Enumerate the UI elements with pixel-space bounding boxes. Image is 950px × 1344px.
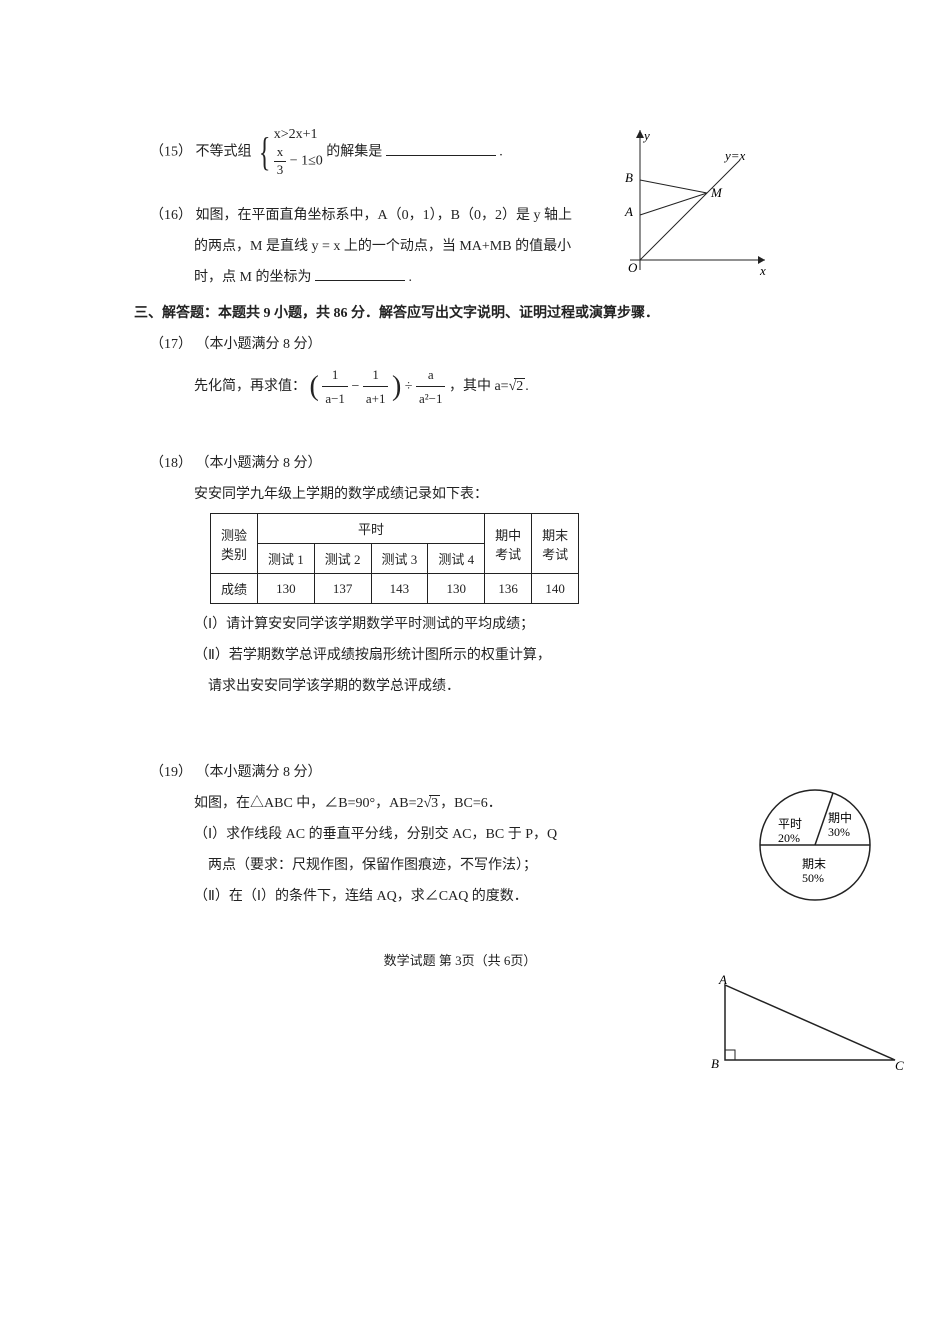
q19-p2: （Ⅱ）在（Ⅰ）的条件下，连结 AQ，求∠CAQ 的度数． [150, 884, 770, 909]
q18-number: （18） [150, 456, 192, 471]
q18-table: 测验类别 平时 期中考试 期末考试 测试 1 测试 2 测试 3 测试 4 成绩… [210, 513, 579, 604]
page-footer: 数学试题 第 3页（共 6页） [150, 950, 770, 969]
q17-header: （17） （本小题满分 8 分） [150, 332, 770, 357]
pie-usual-pct: 20% [778, 831, 800, 845]
q16-number: （16） [150, 208, 192, 223]
q16-line2: 的两点，M 是直线 y = x 上的一个动点，当 MA+MB 的值最小 [150, 234, 770, 259]
q15-row2: x3 − 1≤0 [274, 144, 323, 179]
q17-expr: 先化简，再求值： ( 1a−1 − 1a+1 ) ÷ aa²−1 ，其中 a=2… [150, 363, 770, 411]
q19-figure: A B C [705, 970, 905, 1080]
th-test-type: 测验类别 [211, 514, 258, 574]
q18-p1: （Ⅰ）请计算安安同学该学期数学平时测试的平均成绩； [150, 612, 770, 637]
q17-lead: 先化简，再求值： [194, 379, 306, 394]
v1: 130 [258, 574, 315, 604]
q17-tail: ，其中 a= [449, 379, 509, 394]
th-mid: 期中考试 [485, 514, 532, 574]
q15-blank[interactable] [386, 141, 496, 156]
q19-points: （本小题满分 8 分） [196, 765, 322, 780]
section3-title: 三、解答题：本题共 9 小题，共 86 分．解答应写出文字说明、证明过程或演算步… [134, 301, 770, 326]
q15-number: （15） [150, 145, 192, 160]
q16-text1: 如图，在平面直角坐标系中，A（0，1），B（0，2）是 y 轴上 [196, 208, 572, 223]
q18-intro: 安安同学九年级上学期的数学成绩记录如下表： [150, 482, 770, 507]
v2: 137 [314, 574, 371, 604]
q15-tail: 的解集是 [326, 145, 382, 160]
q18-p2a: （Ⅱ）若学期数学总评成绩按扇形统计图所示的权重计算， [150, 643, 770, 668]
vm: 136 [485, 574, 532, 604]
th-t4: 测试 4 [428, 544, 485, 574]
tri-c-label: C [895, 1058, 904, 1073]
th-t1: 测试 1 [258, 544, 315, 574]
th-final: 期末考试 [532, 514, 579, 574]
th-t2: 测试 2 [314, 544, 371, 574]
pie-mid-label: 期中 [828, 810, 852, 825]
th-usual: 平时 [258, 514, 485, 544]
q19-p1b: 两点（要求：尺规作图，保留作图痕迹，不写作法）； [150, 853, 770, 878]
q17-points: （本小题满分 8 分） [196, 337, 322, 352]
q18-p2b: 请求出安安同学该学期的数学总评成绩． [150, 674, 770, 699]
q18-points: （本小题满分 8 分） [196, 456, 322, 471]
pie-usual-label: 平时 [778, 817, 802, 831]
q16-text3: 时，点 M 的坐标为 [194, 270, 311, 285]
q15-line: （15） 不等式组 { x>2x+1 x3 − 1≤0 的解集是 . [150, 126, 770, 179]
q19-header: （19） （本小题满分 8 分） [150, 760, 770, 785]
q16-blank[interactable] [315, 266, 405, 281]
q15-row1: x>2x+1 [274, 126, 323, 144]
th-t3: 测试 3 [371, 544, 428, 574]
th-score: 成绩 [211, 574, 258, 604]
pie-final-pct: 50% [802, 871, 824, 885]
q19-p1a: （Ⅰ）求作线段 AC 的垂直平分线，分别交 AC，BC 于 P，Q [150, 822, 770, 847]
q15-period: . [499, 145, 503, 160]
tri-a-label: A [718, 972, 727, 987]
q18-header: （18） （本小题满分 8 分） [150, 451, 770, 476]
q16-line1: （16） 如图，在平面直角坐标系中，A（0，1），B（0，2）是 y 轴上 [150, 203, 770, 228]
vf: 140 [532, 574, 579, 604]
q19-number: （19） [150, 765, 192, 780]
q16-line3: 时，点 M 的坐标为 . [150, 265, 770, 290]
q18-pie-chart: 平时 20% 期中 30% 期末 50% [750, 780, 880, 910]
tri-b-label: B [711, 1056, 719, 1071]
q19-intro: 如图，在△ABC 中，∠B=90°，AB=23，BC=6． [150, 791, 770, 816]
pie-mid-pct: 30% [828, 825, 850, 839]
q15-lead: 不等式组 [196, 145, 252, 160]
pie-final-label: 期末 [802, 857, 826, 871]
q16-period: . [408, 270, 412, 285]
v3: 143 [371, 574, 428, 604]
exam-page: （15） 不等式组 { x>2x+1 x3 − 1≤0 的解集是 . （16） … [150, 120, 770, 969]
v4: 130 [428, 574, 485, 604]
q15-system: { x>2x+1 x3 − 1≤0 [255, 126, 323, 179]
q17-number: （17） [150, 337, 192, 352]
